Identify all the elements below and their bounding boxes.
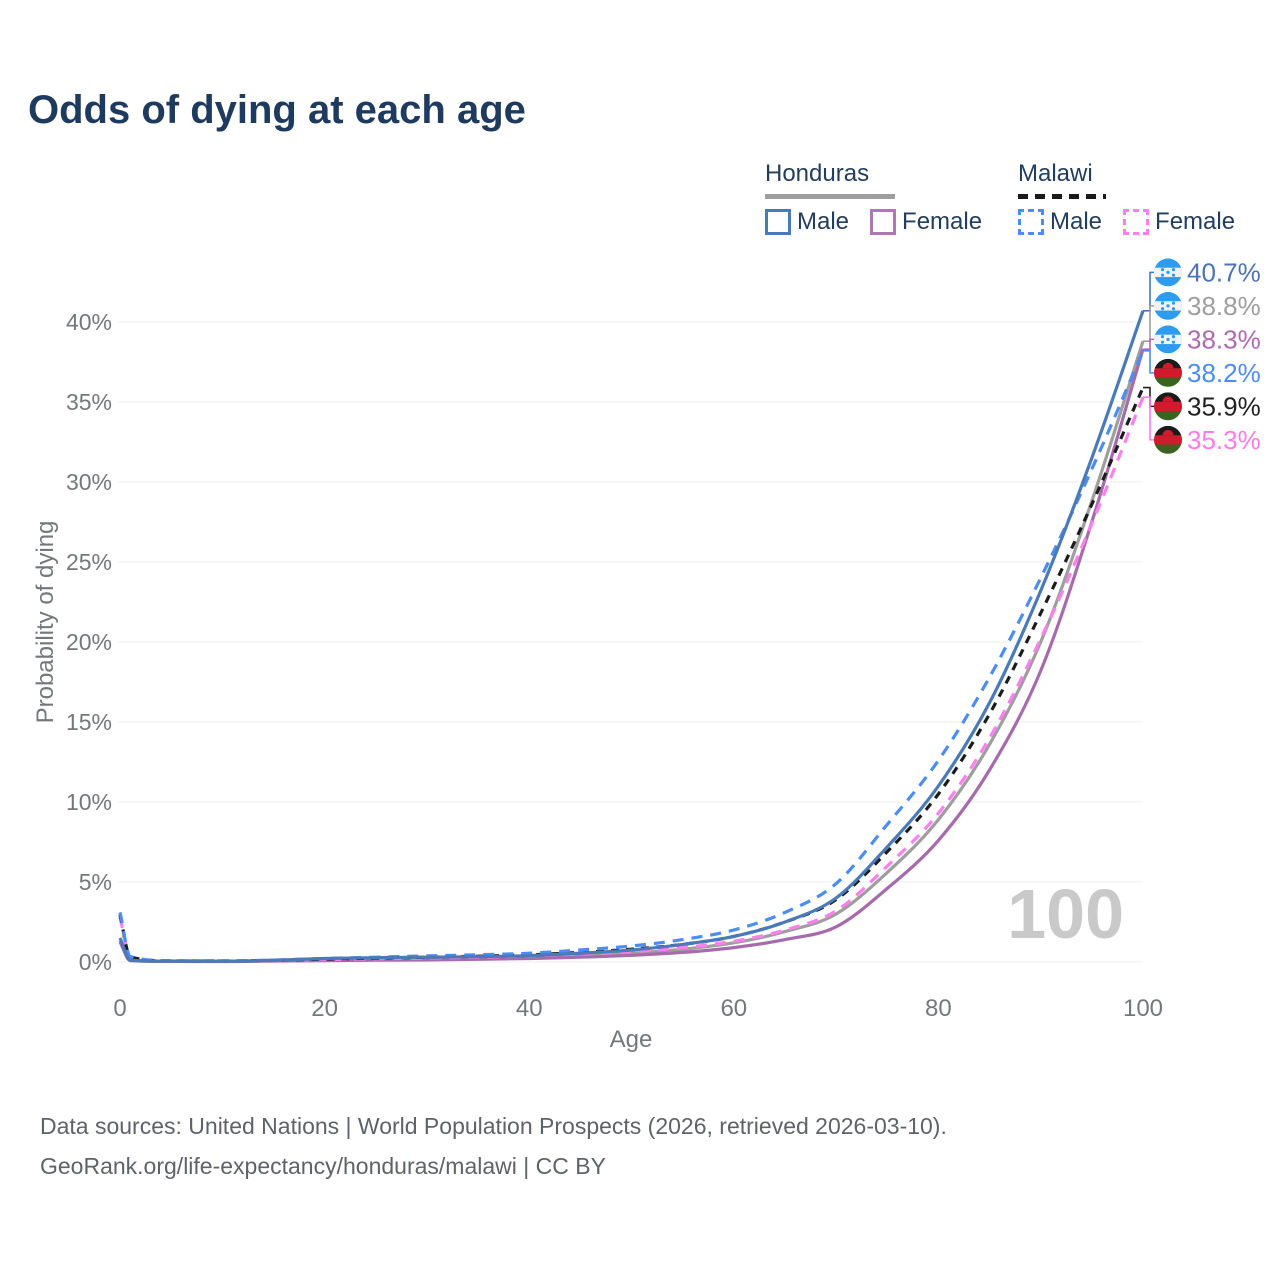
honduras-flag-icon [1154,325,1182,354]
legend-item-label: Male [797,208,850,235]
y-tick-label: 10% [66,789,112,815]
footer: Data sources: United Nations | World Pop… [40,1106,947,1186]
honduras-line-swatch-icon [765,194,895,199]
y-tick-label: 20% [66,629,112,655]
malawi-flag-icon [1154,358,1182,387]
malawi-male-swatch-icon [1018,209,1044,235]
x-tick-label: 0 [113,995,126,1022]
honduras-flag-icon [1154,291,1182,320]
legend-header-honduras[interactable]: Honduras [765,160,870,187]
legend-item-honduras-female[interactable]: Female [870,208,982,236]
x-tick-label: 40 [516,995,543,1022]
x-axis-label: Age [609,1026,653,1053]
malawi-line-swatch-icon [1018,194,1106,199]
series-end-value-label: 38.8% [1187,291,1261,321]
series-line-honduras-both-sexes [118,340,1145,964]
footer-sources-line: Data sources: United Nations | World Pop… [40,1113,947,1139]
series-end-value-label: 38.2% [1187,358,1261,388]
y-tick-label: 35% [66,389,112,415]
x-tick-label: 100 [1123,995,1163,1022]
honduras-female-swatch-icon [870,209,897,235]
legend-item-malawi-male[interactable]: Male [1018,208,1102,236]
malawi-flag-icon [1154,392,1182,421]
x-tick-label: 60 [720,995,747,1022]
malawi-female-swatch-icon [1123,209,1150,235]
legend-item-label: Male [1050,208,1103,235]
legend-group-malawi: Malawi Male Female [1018,160,1235,236]
end-label-connector [1143,396,1154,441]
end-label-connector [1143,338,1154,351]
x-tick-label: 20 [311,995,338,1022]
honduras-male-swatch-icon [765,209,791,235]
honduras-flag-icon [1154,258,1182,287]
y-tick-label: 0% [79,949,112,975]
end-label-connector [1143,349,1154,374]
series-end-value-label: 35.3% [1187,425,1261,455]
y-tick-label: 40% [66,309,112,335]
series-end-value-label: 35.9% [1187,391,1261,421]
y-tick-label: 30% [66,469,112,495]
legend-item-label: Female [902,208,983,235]
series-line-honduras-male [118,310,1145,963]
x-tick-label: 80 [925,995,952,1022]
end-label-connector [1143,305,1154,343]
malawi-flag-icon [1154,425,1182,454]
chart-canvas: 0% 5% 10% 15% 20% 25% 30% 35% 40% 0 20 40 60 80 100 40.… [66,257,1261,1022]
legend-item-label: Female [1155,208,1236,235]
y-tick-label: 15% [66,709,112,735]
series-end-value-label: 40.7% [1187,257,1261,287]
footer-attribution-line: GeoRank.org/life-expectancy/honduras/mal… [40,1153,606,1179]
series-line-malawi-male [118,350,1145,963]
legend-header-malawi[interactable]: Malawi [1018,160,1093,187]
page-title: Odds of dying at each age [28,88,526,132]
y-tick-label: 25% [66,549,112,575]
end-label-connector [1143,271,1154,312]
legend-group-honduras: Honduras Male Female [765,160,982,236]
series-line-malawi-both-sexes [118,386,1145,963]
y-tick-label: 5% [79,869,112,895]
legend-item-malawi-female[interactable]: Female [1123,208,1235,236]
series-line-honduras-female [118,348,1145,964]
legend-item-honduras-male[interactable]: Male [765,208,849,236]
age-counter-watermark: 100 [1007,875,1124,953]
series-end-value-label: 38.3% [1187,324,1261,354]
